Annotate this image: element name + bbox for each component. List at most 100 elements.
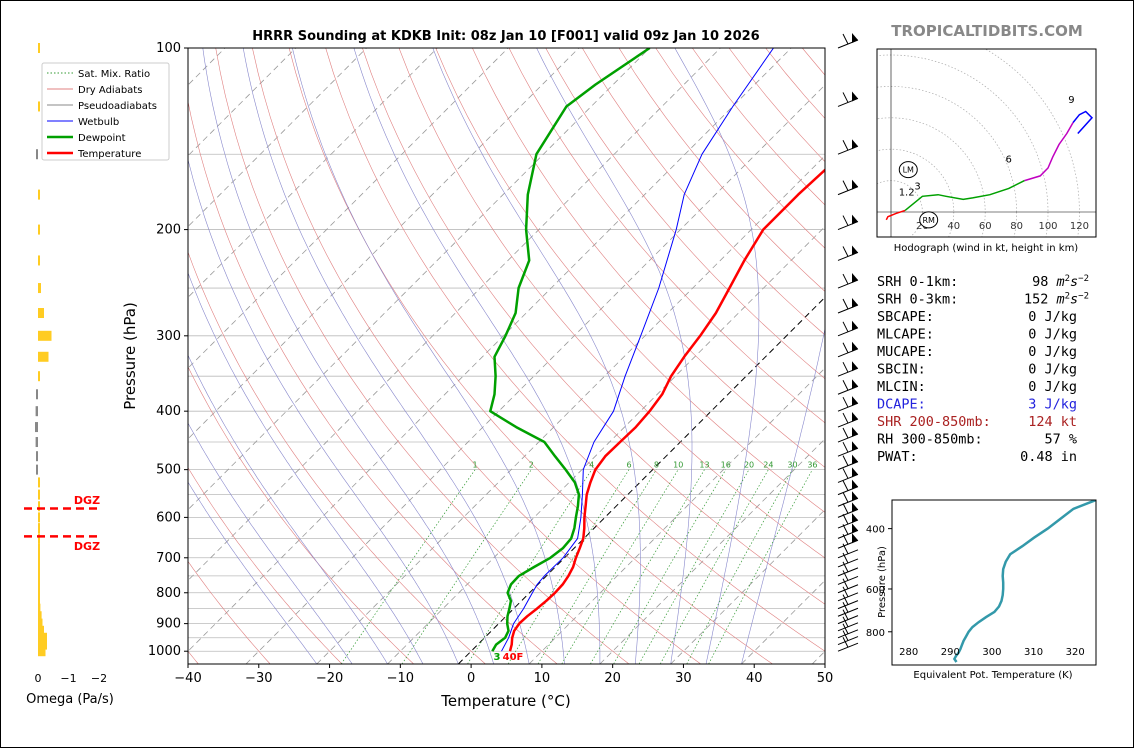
legend-label: Dry Adiabats: [78, 85, 142, 96]
stat-value: 98 m2s−2: [1032, 274, 1089, 290]
dry-adiabat: [435, 48, 825, 513]
wind-barb-feather: [842, 630, 849, 641]
stat-value: 0 J/kg: [1028, 379, 1077, 395]
mixing-ratio-line: [561, 469, 679, 664]
sounding-parameters: SRH 0-1km: 98 m2s−2 SRH 0-3km: 152 m2s−2 SBC…: [877, 274, 1089, 465]
wind-barb-feather: [842, 503, 849, 514]
omega-bar: [38, 625, 44, 636]
omega-bar: [38, 603, 41, 614]
wind-barb-feather: [842, 623, 849, 635]
mixing-ratio-line: [467, 469, 592, 664]
isotherm-line: [188, 48, 297, 157]
mixing-ratio-label: 6: [626, 461, 631, 470]
wind-barb-flag: [852, 245, 858, 256]
skewt-ylabel: Pressure (hPa): [121, 302, 139, 410]
moist-adiabat: [432, 48, 641, 664]
x-tick-label: 20: [604, 671, 621, 686]
theta-e-frame: [891, 499, 1097, 666]
wind-barb-flag: [852, 91, 858, 102]
dry-adiabat: [508, 48, 825, 424]
theta-e-panel: 400 600 800 280 290 300 310 320: [866, 500, 1096, 663]
y-tick-label: 800: [156, 586, 181, 601]
wetbulb-line: [501, 48, 774, 652]
stat-value: 0 J/kg: [1028, 327, 1077, 343]
stat-label: RH 300-850mb:: [877, 432, 983, 448]
wind-barb-flag: [852, 467, 858, 478]
wind-barb-feather: [842, 602, 849, 613]
mixing-ratio-label: 8: [654, 461, 659, 470]
wind-barb-flag: [852, 454, 858, 465]
wind-barb-flag: [852, 214, 858, 225]
omega-xlabel: Omega (Pa/s): [26, 692, 114, 707]
omega-tick-label: −2: [91, 672, 107, 685]
stat-value: 0 J/kg: [1028, 344, 1077, 360]
dry-adiabat: [188, 251, 486, 664]
theta-e-y-tick-label: 400: [866, 525, 885, 536]
isotherm-line: [188, 48, 792, 652]
wind-barb-flag: [852, 441, 858, 452]
isotherm-line: [599, 438, 825, 664]
omega-bar: [38, 351, 49, 362]
dgz-label-top: DGZ: [74, 494, 100, 507]
dewpoint-line: [489, 48, 651, 652]
stat-label: MLCIN:: [877, 379, 926, 395]
wind-barb-flag: [852, 341, 858, 352]
x-tick-label: −40: [174, 671, 201, 686]
stat-value: 0.48 in: [1020, 449, 1077, 465]
wind-barb-feather: [842, 321, 849, 333]
omega-bar: [38, 101, 40, 112]
theta-e-y-tick-label: 600: [866, 585, 885, 596]
wind-barb-flag: [852, 396, 858, 407]
stat-label: MLCAPE:: [877, 327, 934, 343]
omega-bar: [38, 618, 43, 629]
stat-label: PWAT:: [877, 449, 918, 465]
omega-bar: [38, 639, 47, 650]
omega-bar: [38, 501, 40, 512]
theta-e-ylabel: Pressure (hPa): [877, 546, 888, 618]
wind-barb-flag: [852, 479, 858, 490]
skewt-background-lines: 1 2 4 6 8 10 13 16 20 24 30 36: [188, 48, 825, 664]
moist-adiabat: [202, 48, 494, 664]
mixing-ratio-label: 1: [473, 461, 478, 470]
dry-adiabat: [252, 48, 701, 664]
mixing-ratio-label: 30: [787, 461, 797, 470]
hodograph-caption: Hodograph (wind in kt, height in km): [894, 243, 1079, 254]
moist-adiabat: [353, 48, 601, 664]
hodograph-height-label: 3: [914, 181, 920, 192]
mixing-ratio-label: 4: [589, 461, 594, 470]
isotherm-line: [245, 84, 825, 664]
isotherm-line: [188, 48, 438, 298]
hodograph-height-label: 1.2: [899, 188, 915, 199]
stat-value: 57 %: [1044, 432, 1077, 448]
isotherm-line: [670, 509, 825, 664]
omega-bar: [38, 224, 40, 235]
hodograph-plot: [877, 49, 1096, 237]
stat-label: SBCAPE:: [877, 309, 934, 325]
wind-barb-feather: [842, 636, 849, 648]
storm-motion-label: RM: [922, 216, 935, 225]
omega-panel: 0 −1 −2: [24, 43, 107, 685]
dgz-label-bottom: DGZ: [74, 540, 100, 553]
mixing-ratio-line: [638, 469, 750, 664]
legend-label: Wetbulb: [78, 117, 119, 128]
wind-barb-feather: [842, 342, 849, 354]
hodograph-height-label: 6: [1005, 155, 1011, 166]
wind-barb-feather: [842, 468, 849, 479]
x-tick-label: 0: [467, 671, 475, 686]
omega-bar: [36, 389, 38, 400]
y-tick-label: 700: [156, 551, 181, 566]
dry-adiabat: [472, 48, 825, 468]
skewt-xlabel: Temperature (°C): [440, 692, 570, 710]
hodograph-panel: 20 40 60 80 100 120 1.23 6 9 LM RM: [877, 49, 1096, 237]
x-tick-label: −20: [316, 671, 343, 686]
hodograph-trace: [1024, 122, 1074, 182]
moist-adiabat: [242, 48, 530, 664]
y-tick-label: 100: [156, 41, 181, 56]
moist-adiabat: [741, 326, 825, 664]
y-tick-label: 400: [156, 404, 181, 419]
x-tick-label: 50: [817, 671, 834, 686]
skewt-axes-frame: [187, 47, 826, 665]
legend-label: Dewpoint: [78, 133, 126, 144]
wind-barb-flag: [852, 179, 858, 190]
